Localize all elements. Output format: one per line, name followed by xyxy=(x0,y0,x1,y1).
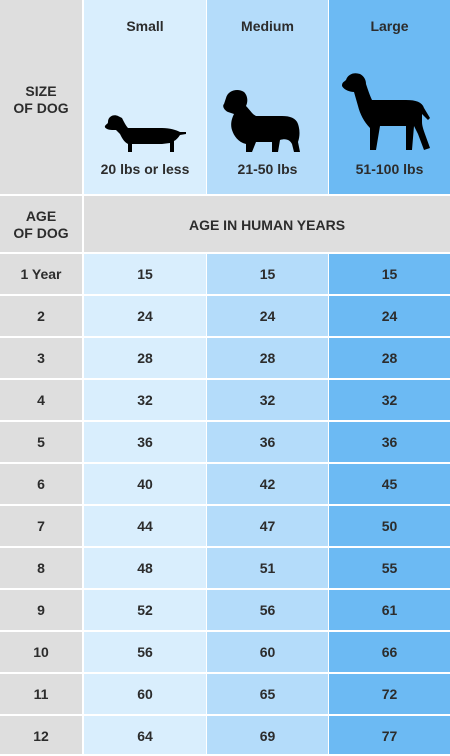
medium-cell: 65 xyxy=(259,686,276,702)
age-cell: 2 xyxy=(37,308,45,324)
age-in-human-years-band: AGE IN HUMAN YEARS xyxy=(84,196,450,253)
medium-cell: 32 xyxy=(259,392,276,408)
small-cell: 32 xyxy=(137,392,153,408)
row-divider xyxy=(0,336,450,338)
medium-cell: 69 xyxy=(259,728,276,744)
size-small-weight: 20 lbs or less xyxy=(100,161,190,177)
large-cell: 32 xyxy=(381,392,398,408)
medium-cell: 47 xyxy=(259,518,276,534)
label-column xyxy=(0,0,82,754)
small-cell: 40 xyxy=(137,476,153,492)
age-cell: 10 xyxy=(33,644,49,660)
age-cell: 6 xyxy=(37,476,45,492)
small-cell: 36 xyxy=(137,434,153,450)
medium-cell: 36 xyxy=(259,434,276,450)
row-divider xyxy=(0,672,450,674)
large-cell: 61 xyxy=(381,602,398,618)
dachshund-icon xyxy=(102,108,188,156)
small-column xyxy=(84,0,206,754)
small-cell: 48 xyxy=(137,560,153,576)
medium-cell: 60 xyxy=(259,644,276,660)
row-divider xyxy=(0,714,450,716)
row-divider xyxy=(0,378,450,380)
pointer-icon xyxy=(340,70,436,156)
small-cell: 60 xyxy=(137,686,153,702)
age-cell: 8 xyxy=(37,560,45,576)
medium-cell: 56 xyxy=(259,602,276,618)
size-of-dog-label: SIZE OF DOG xyxy=(13,83,69,116)
small-cell: 28 xyxy=(137,350,153,366)
row-divider xyxy=(0,546,450,548)
small-cell: 52 xyxy=(137,602,153,618)
row-divider xyxy=(0,252,450,254)
large-cell: 77 xyxy=(381,728,398,744)
medium-cell: 28 xyxy=(259,350,276,366)
large-cell: 66 xyxy=(381,644,398,660)
age-cell: 4 xyxy=(37,392,45,408)
age-cell: 1 Year xyxy=(20,266,62,282)
medium-cell: 24 xyxy=(259,308,276,324)
size-medium-name: Medium xyxy=(241,18,294,34)
small-cell: 64 xyxy=(137,728,153,744)
row-divider xyxy=(0,504,450,506)
row-divider xyxy=(0,294,450,296)
large-cell: 72 xyxy=(381,686,398,702)
age-cell: 5 xyxy=(37,434,45,450)
age-cell: 7 xyxy=(37,518,45,534)
small-cell: 56 xyxy=(137,644,153,660)
large-cell: 55 xyxy=(381,560,398,576)
small-cell: 24 xyxy=(137,308,153,324)
row-divider xyxy=(0,588,450,590)
large-cell: 50 xyxy=(381,518,398,534)
row-divider xyxy=(0,420,450,422)
medium-cell: 51 xyxy=(259,560,276,576)
large-cell: 15 xyxy=(381,266,398,282)
size-large-name: Large xyxy=(370,18,409,34)
size-small-name: Small xyxy=(126,18,164,34)
age-cell: 12 xyxy=(33,728,49,744)
spaniel-icon xyxy=(220,88,306,158)
age-of-dog-label: AGE OF DOG xyxy=(13,207,69,241)
large-cell: 36 xyxy=(381,434,398,450)
large-cell: 24 xyxy=(381,308,398,324)
small-cell: 15 xyxy=(137,266,153,282)
medium-cell: 15 xyxy=(259,266,276,282)
large-cell: 28 xyxy=(381,350,398,366)
large-cell: 45 xyxy=(381,476,398,492)
row-divider xyxy=(0,630,450,632)
small-cell: 44 xyxy=(137,518,153,534)
size-large-weight: 51-100 lbs xyxy=(355,161,424,177)
header-divider xyxy=(0,194,450,196)
age-cell: 9 xyxy=(37,602,45,618)
age-cell: 11 xyxy=(33,686,49,702)
medium-cell: 42 xyxy=(259,476,276,492)
age-cell: 3 xyxy=(37,350,45,366)
row-divider xyxy=(0,462,450,464)
size-medium-weight: 21-50 lbs xyxy=(237,161,298,177)
